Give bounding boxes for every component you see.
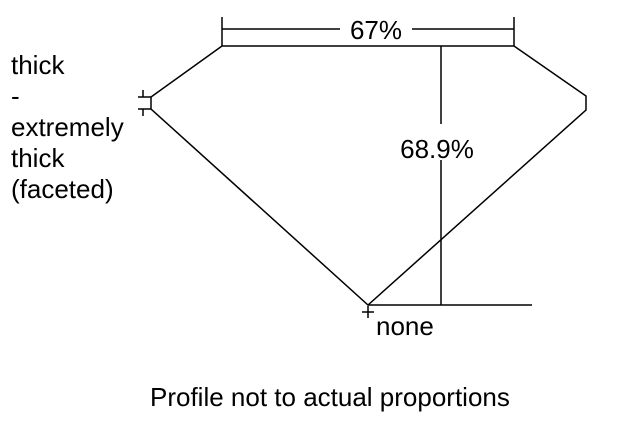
girdle-marker	[138, 90, 151, 116]
gem-outline	[150, 45, 587, 307]
caption: Profile not to actual proportions	[150, 382, 510, 412]
depth-percent-label: 68.9%	[400, 134, 474, 164]
culet-marker	[362, 306, 374, 318]
table-dimension: 67%	[221, 15, 515, 46]
girdle-label-line: (faceted)	[11, 174, 114, 204]
culet-label: none	[376, 311, 434, 341]
table-percent-label: 67%	[350, 15, 402, 45]
girdle-label: thick - extremely thick (faceted)	[11, 50, 124, 204]
girdle-label-line: -	[11, 81, 20, 111]
girdle-label-line: extremely	[11, 112, 124, 142]
depth-dimension: 68.9%	[368, 46, 532, 306]
girdle-label-line: thick	[11, 143, 65, 173]
girdle-label-line: thick	[11, 50, 65, 80]
